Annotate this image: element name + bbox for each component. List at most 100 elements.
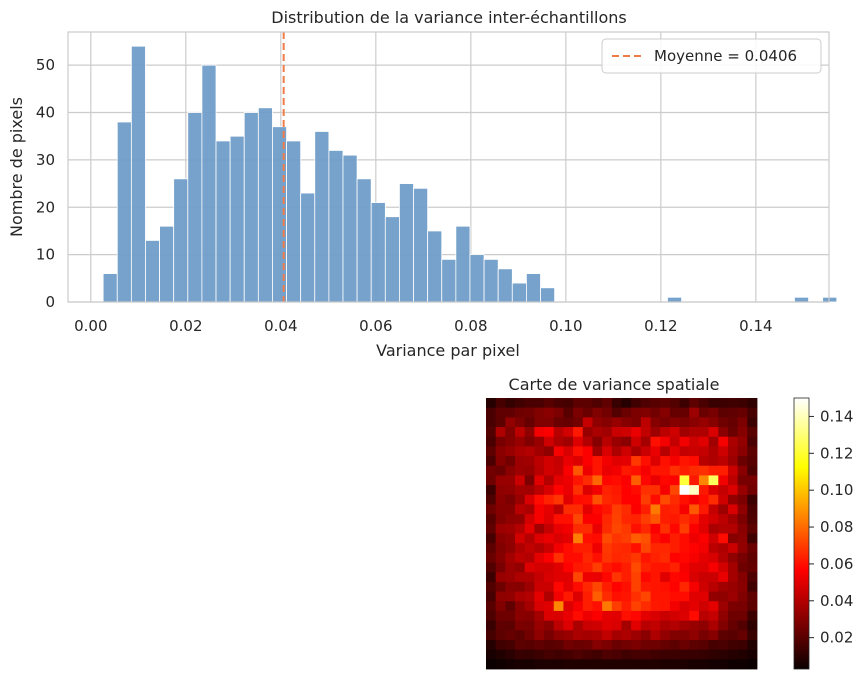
histogram-bar — [328, 150, 344, 303]
heatmap-cell — [495, 610, 506, 622]
heatmap-cell — [486, 639, 497, 651]
heatmap-cell — [505, 649, 516, 660]
heatmap-cell — [698, 514, 710, 525]
heatmap-cell — [553, 543, 564, 554]
heatmap-cell — [650, 465, 661, 476]
heatmap-cell — [747, 543, 758, 554]
heatmap-cell — [611, 417, 622, 428]
heatmap-cell — [669, 581, 680, 592]
heatmap-cell — [573, 630, 584, 641]
heatmap-cell — [718, 630, 729, 641]
heatmap-cell — [505, 659, 516, 670]
heatmap-cell — [563, 610, 574, 622]
heatmap-cell — [708, 417, 719, 428]
heatmap-cell — [747, 514, 758, 525]
heatmap-cell — [698, 572, 710, 583]
heatmap-cell — [727, 533, 739, 544]
histogram-x-label: Variance par pixel — [376, 341, 520, 360]
heatmap-cell — [563, 417, 574, 428]
heatmap-cell — [698, 465, 710, 476]
heatmap-cell — [486, 591, 497, 602]
heatmap-cell — [698, 427, 710, 438]
heatmap-cell — [582, 591, 593, 602]
heatmap-cell — [640, 504, 651, 515]
heatmap-cell — [524, 485, 535, 496]
heatmap-cell — [679, 398, 690, 409]
heatmap-cell — [582, 504, 593, 515]
heatmap-cell — [650, 475, 661, 486]
heatmap-cell — [515, 630, 526, 641]
heatmap-cell — [718, 427, 729, 438]
heatmap-cell — [640, 552, 651, 563]
heatmap-cell — [660, 649, 671, 660]
heatmap-cell — [544, 427, 555, 438]
heatmap-cell — [563, 639, 574, 651]
colorbar-tick-label: 0.12 — [820, 444, 853, 462]
colorbar-tick-label: 0.08 — [820, 518, 853, 536]
heatmap-cell — [660, 630, 671, 641]
heatmap-cell — [737, 591, 748, 602]
heatmap-cell — [679, 504, 690, 515]
heatmap-cell — [534, 601, 545, 612]
heatmap-cell — [602, 572, 613, 583]
heatmap-cell — [669, 562, 680, 573]
heatmap-cell — [544, 610, 555, 622]
heatmap-cell — [582, 630, 593, 641]
heatmap-cell — [621, 465, 632, 476]
heatmap-cell — [650, 514, 661, 525]
heatmap-cell — [611, 436, 622, 447]
heatmap-cell — [553, 639, 564, 651]
heatmap-cell — [660, 620, 671, 631]
heatmap-cell — [573, 436, 584, 447]
heatmap-cell — [737, 456, 748, 467]
heatmap-cell — [669, 446, 680, 457]
heatmap-cell — [727, 649, 739, 660]
heatmap-cell — [573, 543, 584, 554]
heatmap-cell — [708, 446, 719, 457]
heatmap-cell — [524, 562, 535, 573]
heatmap-cell — [573, 649, 584, 660]
heatmap-cell — [592, 504, 603, 515]
heatmap-cell — [505, 485, 516, 496]
histogram-bar — [342, 154, 358, 303]
heatmap-cell — [495, 601, 506, 612]
heatmap-cell — [486, 649, 497, 660]
heatmap-cell — [669, 620, 680, 631]
heatmap-cell — [573, 446, 584, 457]
histogram-title: Distribution de la variance inter-échant… — [271, 8, 626, 27]
heatmap-cell — [495, 417, 506, 428]
heatmap-cell — [708, 533, 719, 544]
heatmap-cell — [698, 649, 710, 660]
heatmap-cell — [544, 407, 555, 418]
heatmap-cell — [737, 562, 748, 573]
heatmap-cell — [486, 494, 497, 505]
heatmap-cell — [679, 514, 690, 525]
heatmap-cell — [592, 514, 603, 525]
heatmap-cell — [592, 456, 603, 467]
heatmap-cell — [708, 581, 719, 592]
heatmap-cell — [592, 436, 603, 447]
heatmap-cell — [689, 446, 700, 457]
heatmap-cell — [708, 572, 719, 583]
heatmap-cell — [602, 543, 613, 554]
heatmap-cell — [524, 630, 535, 641]
histogram-bar — [257, 107, 273, 303]
heatmap-cell — [679, 620, 690, 631]
heatmap-cell — [640, 572, 651, 583]
heatmap-cell — [737, 639, 748, 651]
heatmap-cell — [602, 465, 613, 476]
heatmap-cell — [621, 610, 632, 622]
heatmap-cell — [534, 398, 545, 409]
heatmap-cell — [708, 649, 719, 660]
heatmap-cell — [737, 533, 748, 544]
heatmap-cell — [718, 398, 729, 409]
heatmap-cell — [582, 533, 593, 544]
heatmap-cell — [563, 533, 574, 544]
heatmap-cell — [602, 523, 613, 534]
heatmap-cell — [505, 610, 516, 622]
heatmap-cell — [592, 630, 603, 641]
heatmap-cell — [544, 591, 555, 602]
heatmap-cell — [553, 562, 564, 573]
heatmap-cell — [515, 407, 526, 418]
heatmap-cell — [669, 659, 680, 670]
